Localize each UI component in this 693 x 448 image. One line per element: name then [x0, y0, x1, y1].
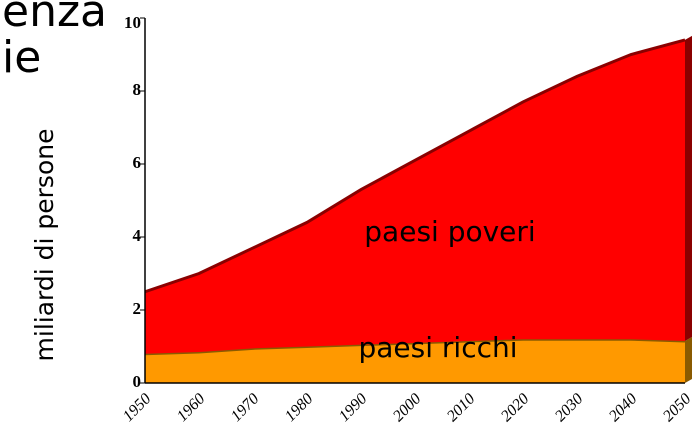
x-tick-label: 1950	[120, 390, 155, 425]
chart-title: enza	[2, 0, 107, 37]
y-tick-label: 8	[133, 80, 142, 99]
x-tick-label: 1980	[282, 390, 317, 425]
series-label: paesi ricchi	[358, 331, 517, 364]
x-tick-label: 1970	[228, 390, 263, 425]
x-tick-label: 2020	[498, 390, 533, 425]
x-tick-label: 2030	[552, 390, 587, 425]
y-tick-label: 6	[133, 153, 142, 172]
area-edge	[144, 38, 686, 294]
x-tick-label: 2000	[390, 390, 425, 425]
x-tick-label: 2050	[660, 390, 693, 425]
area-side	[685, 35, 692, 342]
x-tick-label: 2040	[606, 390, 641, 425]
y-tick-label: 0	[133, 372, 142, 391]
y-tick-label: 10	[124, 13, 141, 32]
x-tick-label: 2010	[444, 390, 479, 425]
y-axis-label: miliardi di persone	[30, 129, 59, 362]
x-tick-label: 1990	[336, 390, 371, 425]
area	[145, 339, 685, 383]
area	[145, 39, 685, 354]
x-tick-label: 1960	[174, 390, 209, 425]
y-tick-label: 2	[133, 299, 142, 318]
y-tick-label: 4	[133, 226, 142, 245]
series-label: paesi poveri	[364, 215, 535, 248]
chart-title: ie	[2, 32, 41, 83]
area-side	[685, 337, 692, 383]
